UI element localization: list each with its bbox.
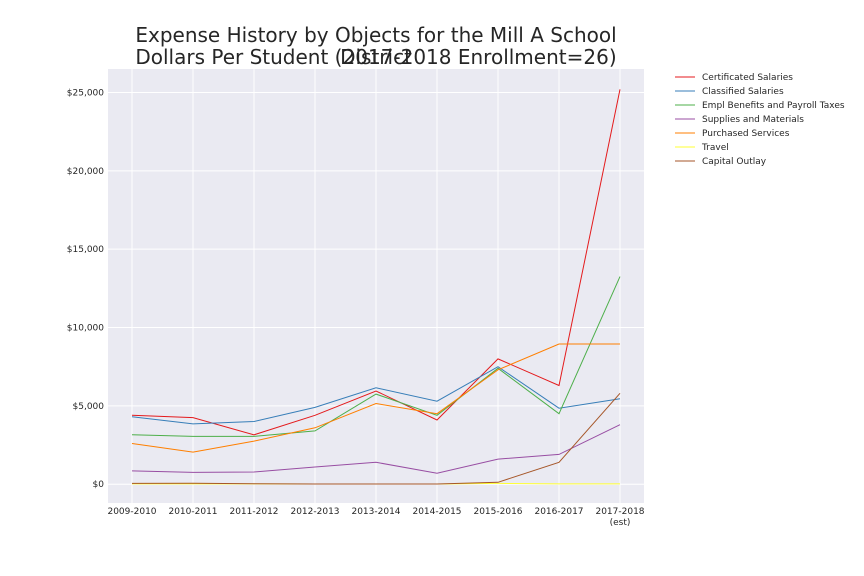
legend-label: Certificated Salaries	[702, 73, 793, 83]
series-line-purchased-services	[131, 343, 620, 453]
x-tick-label: 2014-2015	[412, 507, 461, 517]
x-tick-label: 2013-2014	[351, 507, 400, 517]
legend-label: Purchased Services	[702, 129, 790, 139]
series-line-supplies-and-materials	[131, 424, 621, 474]
series-line-classified-salaries	[131, 366, 621, 425]
legend-label: Empl Benefits and Payroll Taxes	[702, 101, 845, 111]
legend-label: Travel	[701, 143, 729, 153]
y-tick-label: $20,000	[67, 167, 104, 177]
series-line-empl-benefits-and-payroll-taxes	[131, 276, 621, 437]
y-tick-label: $5,000	[73, 402, 105, 412]
y-tick-label: $15,000	[67, 245, 104, 255]
legend-label: Capital Outlay	[702, 157, 767, 167]
x-tick-label: 2012-2013	[290, 507, 339, 517]
y-axis-tick-labels: $0 $5,000 $10,000 $15,000 $20,000 $25,000	[67, 89, 104, 491]
y-tick-label: $25,000	[67, 89, 104, 99]
legend-label: Classified Salaries	[702, 87, 784, 97]
series-lines	[131, 89, 621, 485]
x-tick-label: 2016-2017	[534, 507, 583, 517]
x-axis-tick-labels: 2009-2010 2010-2011 2011-2012 2012-2013 2013…	[107, 507, 644, 528]
x-tick-label: 2015-2016	[473, 507, 522, 517]
y-tick-label: $0	[93, 480, 105, 490]
x-tick-label: 2010-2011	[168, 507, 217, 517]
chart-title-line-1: Expense History by Objects for the Mill …	[135, 23, 617, 69]
legend: Certificated Salaries Classified Salaries…	[675, 73, 845, 167]
legend-label: Supplies and Materials	[702, 115, 804, 125]
chart-title-line-2: Dollars Per Student (2017-2018 Enrollmen…	[135, 45, 617, 69]
x-tick-label: 2009-2010	[107, 507, 156, 517]
x-tick-label-sub: (est)	[610, 518, 631, 528]
x-tick-label: 2017-2018	[595, 507, 644, 517]
x-tick-label: 2011-2012	[229, 507, 278, 517]
gridlines	[108, 69, 644, 503]
series-line-capital-outlay	[131, 392, 621, 485]
y-tick-label: $10,000	[67, 324, 104, 334]
